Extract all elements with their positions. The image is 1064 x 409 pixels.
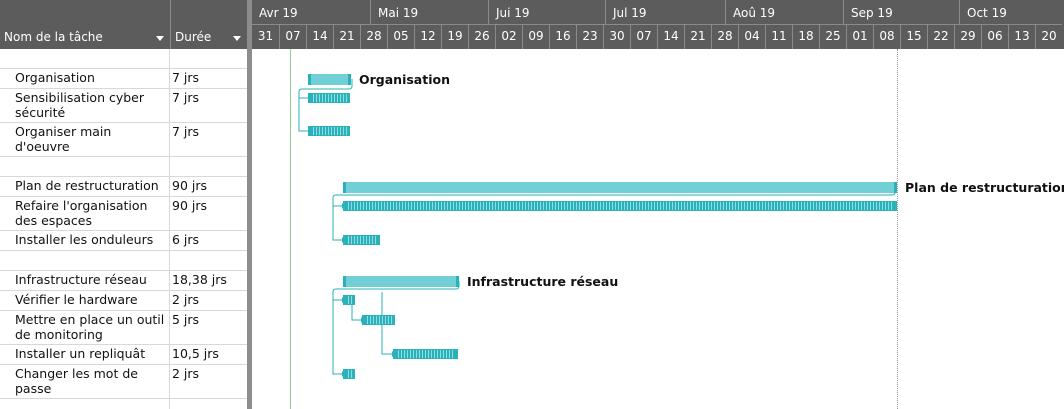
- table-row[interactable]: Changer les mot de passe 2 jrs: [0, 365, 247, 399]
- table-row[interactable]: [0, 251, 247, 271]
- summary-bar-organisation[interactable]: [308, 74, 351, 85]
- week-cell: 20: [1035, 24, 1062, 49]
- week-cell: 29: [954, 24, 981, 49]
- task-bar[interactable]: [362, 315, 395, 325]
- week-cell: 28: [360, 24, 387, 49]
- table-row[interactable]: Plan de restructuration 90 jrs: [0, 177, 247, 197]
- week-cell: 16: [549, 24, 576, 49]
- week-cell: 04: [738, 24, 765, 49]
- week-cell: 14: [657, 24, 684, 49]
- week-cell: 25: [819, 24, 846, 49]
- task-bar[interactable]: [343, 235, 380, 245]
- week-cell: 31: [252, 24, 279, 49]
- week-cell: 01: [846, 24, 873, 49]
- duration-filter-dropdown-icon[interactable]: [233, 36, 241, 41]
- task-bar[interactable]: [343, 295, 355, 305]
- week-cell: 26: [468, 24, 495, 49]
- week-cell: 15: [900, 24, 927, 49]
- week-cell: 12: [414, 24, 441, 49]
- table-row[interactable]: Vérifier le hardware 2 jrs: [0, 291, 247, 311]
- week-cell: 02: [495, 24, 522, 49]
- summary-bar-restructuration[interactable]: [343, 182, 897, 193]
- week-cell: 19: [441, 24, 468, 49]
- week-cell: 21: [684, 24, 711, 49]
- table-row[interactable]: [0, 49, 247, 69]
- week-cell: 11: [765, 24, 792, 49]
- week-cell: 06: [981, 24, 1008, 49]
- name-column-header[interactable]: Nom de la tâche: [0, 0, 171, 49]
- week-cell: 14: [306, 24, 333, 49]
- bar-label: Infrastructure réseau: [467, 274, 619, 289]
- month-cell: Jui 19: [488, 0, 605, 24]
- task-table: Nom de la tâche Durée Organisation 7 jrs …: [0, 0, 247, 409]
- current-date-line: [290, 49, 291, 409]
- bar-label: Plan de restructuration: [905, 180, 1064, 195]
- dependency-links: [298, 79, 896, 377]
- week-cell: 07: [279, 24, 306, 49]
- table-row[interactable]: Installer les onduleurs 6 jrs: [0, 231, 247, 251]
- pane-splitter[interactable]: [247, 0, 252, 409]
- table-row[interactable]: Infrastructure réseau 18,38 jrs: [0, 271, 247, 291]
- week-cell: 13: [1008, 24, 1035, 49]
- table-row[interactable]: Refaire l'organisation des espaces 90 jrs: [0, 197, 247, 231]
- task-bar[interactable]: [393, 349, 458, 359]
- week-cell: 07: [630, 24, 657, 49]
- table-row[interactable]: Organiser main d'oeuvre 7 jrs: [0, 123, 247, 157]
- table-row[interactable]: [0, 399, 247, 409]
- week-cell: 05: [387, 24, 414, 49]
- week-cell: 30: [603, 24, 630, 49]
- bar-label: Organisation: [359, 72, 450, 87]
- week-cell: 22: [927, 24, 954, 49]
- week-cell: 23: [576, 24, 603, 49]
- gantt-chart: Avr 19 Mai 19 Jui 19 Jul 19 Aoû 19 Sep 1…: [252, 0, 1064, 409]
- name-filter-dropdown-icon[interactable]: [156, 36, 164, 41]
- month-cell: Mai 19: [370, 0, 488, 24]
- week-cell: 18: [792, 24, 819, 49]
- task-bar[interactable]: [343, 369, 355, 379]
- duration-column-header[interactable]: Durée: [171, 0, 247, 49]
- table-row[interactable]: Organisation 7 jrs: [0, 69, 247, 89]
- month-cell: Sep 19: [843, 0, 959, 24]
- week-cell: 28: [711, 24, 738, 49]
- week-cell: 08: [873, 24, 900, 49]
- month-cell: Oct 19: [959, 0, 1064, 24]
- table-row[interactable]: Sensibilisation cyber sécurité 7 jrs: [0, 89, 247, 123]
- table-header: Nom de la tâche Durée: [0, 0, 247, 49]
- month-cell: Aoû 19: [725, 0, 843, 24]
- table-row[interactable]: Mettre en place un outil de monitoring 5 …: [0, 311, 247, 345]
- month-cell: Jul 19: [605, 0, 725, 24]
- timescale: Avr 19 Mai 19 Jui 19 Jul 19 Aoû 19 Sep 1…: [252, 0, 1064, 49]
- week-cell: 09: [522, 24, 549, 49]
- task-bar[interactable]: [343, 201, 897, 211]
- task-bar[interactable]: [308, 93, 350, 103]
- month-cell: Avr 19: [259, 6, 298, 20]
- week-cell: 21: [333, 24, 360, 49]
- task-bar[interactable]: [308, 126, 350, 136]
- table-row[interactable]: [0, 157, 247, 177]
- table-row[interactable]: Installer un repliquât 10,5 jrs: [0, 345, 247, 365]
- summary-bar-reseau[interactable]: [343, 276, 459, 287]
- project-finish-line: [897, 49, 898, 409]
